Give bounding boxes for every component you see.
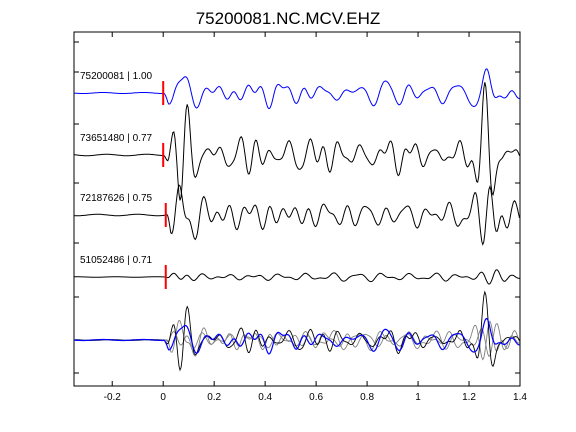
- x-tick-label: 0.8: [360, 392, 374, 403]
- chart-title: 75200081.NC.MCV.EHZ: [196, 9, 381, 28]
- axes-frame: [73, 31, 521, 387]
- trace-line: [73, 82, 520, 201]
- trace-label: 72187626 | 0.75: [80, 193, 153, 204]
- trace-line: [73, 184, 520, 246]
- axis-ticks: -0.2 0 0.2 0.4 0.6 0.8 1 1.2 1.4: [74, 32, 527, 403]
- trace-label: 51052486 | 0.71: [80, 255, 153, 266]
- x-tick-label: 0.2: [207, 392, 221, 403]
- stacked-trace-line: [73, 290, 520, 372]
- trace-labels: 75200081 | 1.00 73651480 | 0.77 72187626 |…: [80, 71, 153, 266]
- x-tick-label: 0.6: [309, 392, 323, 403]
- stacked-trace-line: [74, 317, 520, 355]
- pick-markers: [162, 81, 167, 289]
- trace-line: [73, 68, 520, 110]
- x-tick-label: 1: [415, 392, 421, 403]
- x-tick-label: 0.4: [258, 392, 272, 403]
- trace-label: 73651480 | 0.77: [80, 133, 153, 144]
- x-tick-label: 0: [160, 392, 166, 403]
- stacked-traces: [73, 290, 520, 372]
- traces: [73, 68, 520, 285]
- x-tick-label: -0.2: [104, 392, 122, 403]
- x-tick-label: 1.2: [462, 392, 476, 403]
- x-tick-label: 1.4: [513, 392, 527, 403]
- trace-label: 75200081 | 1.00: [80, 71, 153, 82]
- trace-line: [74, 269, 520, 285]
